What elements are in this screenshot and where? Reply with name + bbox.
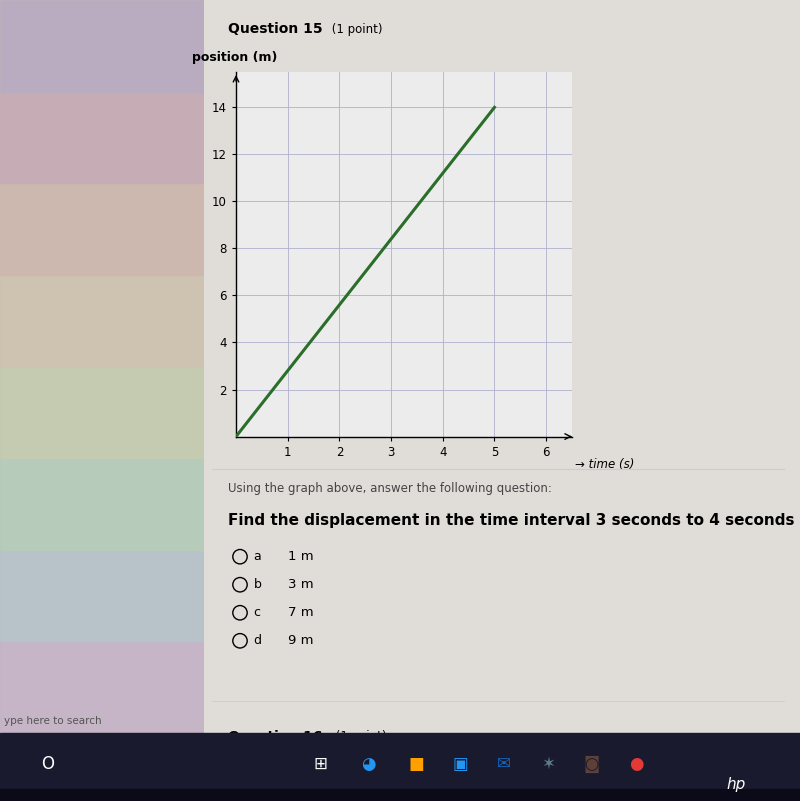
Text: 9 m: 9 m bbox=[288, 634, 314, 647]
Bar bbox=[0, 367, 204, 458]
Text: Find the displacement in the time interval 3 seconds to 4 seconds: Find the displacement in the time interv… bbox=[228, 513, 794, 528]
Text: d: d bbox=[254, 634, 262, 647]
Text: Question 16: Question 16 bbox=[228, 730, 322, 744]
Text: ✉: ✉ bbox=[497, 755, 511, 773]
Text: ●: ● bbox=[629, 755, 643, 773]
Text: 3 m: 3 m bbox=[288, 578, 314, 591]
Text: ◕: ◕ bbox=[361, 755, 375, 773]
Text: ⊞: ⊞ bbox=[313, 755, 327, 773]
Bar bbox=[0, 91, 204, 183]
Text: (1 point): (1 point) bbox=[332, 731, 386, 743]
Bar bbox=[0, 549, 204, 642]
Text: a: a bbox=[254, 550, 262, 563]
Text: b: b bbox=[254, 578, 262, 591]
Bar bbox=[0, 183, 204, 275]
Text: O: O bbox=[42, 755, 54, 773]
Text: (1 point): (1 point) bbox=[328, 23, 382, 36]
Text: ✶: ✶ bbox=[541, 755, 555, 773]
Bar bbox=[0, 458, 204, 549]
Text: Question 15: Question 15 bbox=[228, 22, 322, 36]
Text: ◙: ◙ bbox=[584, 755, 600, 773]
Text: position (m): position (m) bbox=[192, 51, 278, 64]
Bar bbox=[0, 275, 204, 367]
Text: ▣: ▣ bbox=[452, 755, 468, 773]
Text: 1 m: 1 m bbox=[288, 550, 314, 563]
Text: 7 m: 7 m bbox=[288, 606, 314, 619]
Text: → time (s): → time (s) bbox=[574, 458, 634, 471]
Text: ype here to search: ype here to search bbox=[4, 716, 102, 726]
Text: Using the graph above, answer the following question:: Using the graph above, answer the follow… bbox=[228, 482, 552, 495]
Bar bbox=[0, 642, 204, 733]
Text: Which of the following is an example of Newton’s First Law?: Which of the following is an example of … bbox=[228, 756, 582, 769]
Text: ■: ■ bbox=[408, 755, 424, 773]
Text: c: c bbox=[254, 606, 261, 619]
Text: hp: hp bbox=[726, 777, 746, 791]
Bar bbox=[0, 0, 204, 91]
